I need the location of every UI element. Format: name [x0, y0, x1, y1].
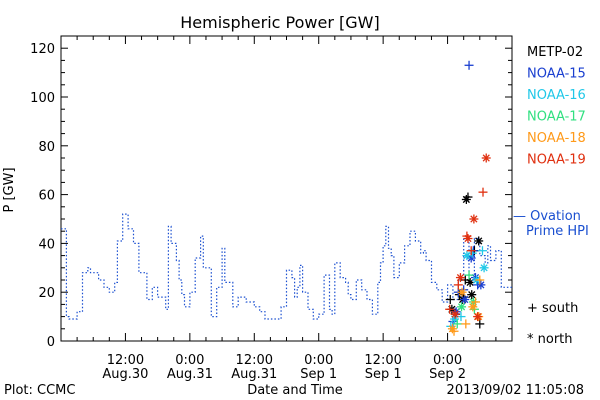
legend-entry: NOAA-18: [527, 131, 586, 146]
point-north-noaa-19: [455, 273, 465, 283]
point-south-noaa-18: [475, 275, 485, 285]
point-south-noaa-19: [478, 187, 488, 197]
marker-stroke: [468, 291, 476, 299]
point-south-noaa-19: [453, 280, 463, 290]
marker-stroke: [463, 251, 471, 260]
x-tick-label-time: 0:00: [304, 353, 333, 368]
marker-stroke: [456, 273, 465, 282]
point-north-noaa-19: [450, 309, 460, 319]
legend-entry: METP-02: [527, 45, 583, 60]
point-north-noaa-19: [463, 234, 473, 244]
marker-stroke: [461, 295, 469, 304]
marker-stroke: [457, 303, 466, 311]
marker-stroke: [450, 315, 459, 323]
point-south-metp-02: [445, 295, 455, 305]
legend-entry: NOAA-15: [527, 67, 586, 82]
axes-group: 02040608010012012:00Aug.300:00Aug.3112:0…: [30, 35, 513, 382]
legend-north-marker: * north: [527, 332, 573, 347]
x-tick-label-time: 12:00: [107, 353, 144, 368]
x-tick-label-date: Sep 1: [365, 367, 402, 382]
y-tick-label: 60: [38, 189, 55, 204]
x-axis-label: Date and Time: [247, 383, 343, 398]
timestamp-label: 2013/09/02 11:05:08: [447, 383, 584, 398]
legend: METP-02 NOAA-15 NOAA-16 NOAA-17 NOAA-18 NOAA-…: [513, 45, 589, 347]
point-north-noaa-18: [457, 287, 467, 297]
x-tick-label-time: 12:00: [364, 353, 401, 368]
satellite-points-group: [445, 60, 491, 336]
y-tick-label: 40: [38, 237, 55, 252]
point-north-noaa-15: [460, 295, 470, 305]
legend-entry: NOAA-17: [527, 110, 586, 125]
marker-stroke: [451, 310, 459, 318]
marker-stroke: [474, 312, 482, 321]
x-tick-label-date: Sep 2: [429, 367, 466, 382]
legend-south-marker: + south: [527, 301, 578, 316]
point-south-noaa-19: [466, 246, 476, 256]
legend-ovation-line2: Prime HPI: [526, 224, 589, 239]
point-north-noaa-18: [447, 324, 457, 334]
point-north-noaa-18: [468, 302, 478, 312]
marker-stroke: [458, 288, 466, 296]
point-north-noaa-16: [462, 251, 472, 261]
point-north-noaa-16: [479, 263, 489, 273]
plot-source-label: Plot: CCMC: [4, 383, 75, 398]
marker-stroke: [464, 234, 472, 243]
y-tick-label: 100: [30, 91, 55, 106]
x-tick-label-date: Aug.31: [167, 367, 213, 382]
point-north-metp-02: [474, 236, 484, 246]
marker-stroke: [467, 254, 475, 262]
point-south-noaa-18: [461, 319, 471, 329]
chart-title: Hemispheric Power [GW]: [180, 13, 379, 32]
point-south-noaa-19: [445, 304, 455, 314]
marker-stroke: [482, 154, 490, 162]
point-north-metp-02: [467, 290, 477, 300]
point-south-metp-02: [475, 319, 485, 329]
point-north-noaa-19: [473, 312, 483, 322]
marker-stroke: [470, 215, 478, 223]
y-tick-label: 120: [30, 42, 55, 57]
ovation-line-group: [61, 213, 512, 320]
x-tick-label-date: Aug.31: [231, 367, 277, 382]
point-south-noaa-16: [477, 246, 487, 256]
point-north-noaa-19: [469, 214, 479, 224]
point-south-noaa-17: [464, 270, 474, 280]
x-tick-label-time: 0:00: [175, 353, 204, 368]
marker-stroke: [469, 303, 477, 311]
legend-ovation-line1: — Ovation: [513, 209, 581, 224]
point-north-metp-02: [461, 194, 471, 204]
marker-stroke: [448, 325, 457, 333]
y-axis-label: P [GW]: [2, 167, 17, 212]
point-north-noaa-17: [457, 302, 467, 312]
marker-stroke: [477, 281, 485, 289]
x-tick-label-time: 0:00: [433, 353, 462, 368]
x-tick-label-date: Sep 1: [300, 367, 337, 382]
point-north-noaa-19: [481, 153, 491, 163]
x-tick-label-date: Aug.30: [102, 367, 148, 382]
x-tick-label-time: 12:00: [236, 353, 273, 368]
y-tick-label: 20: [38, 286, 55, 301]
legend-entry: NOAA-16: [527, 88, 586, 103]
y-tick-label: 0: [47, 335, 55, 350]
legend-entry: NOAA-19: [527, 153, 586, 168]
marker-stroke: [475, 237, 483, 245]
ovation-hpi-line: [61, 213, 512, 320]
y-tick-label: 80: [38, 140, 55, 155]
point-south-noaa-15: [464, 60, 474, 70]
marker-stroke: [480, 264, 488, 272]
marker-stroke: [462, 195, 470, 204]
point-south-noaa-17: [452, 319, 462, 329]
